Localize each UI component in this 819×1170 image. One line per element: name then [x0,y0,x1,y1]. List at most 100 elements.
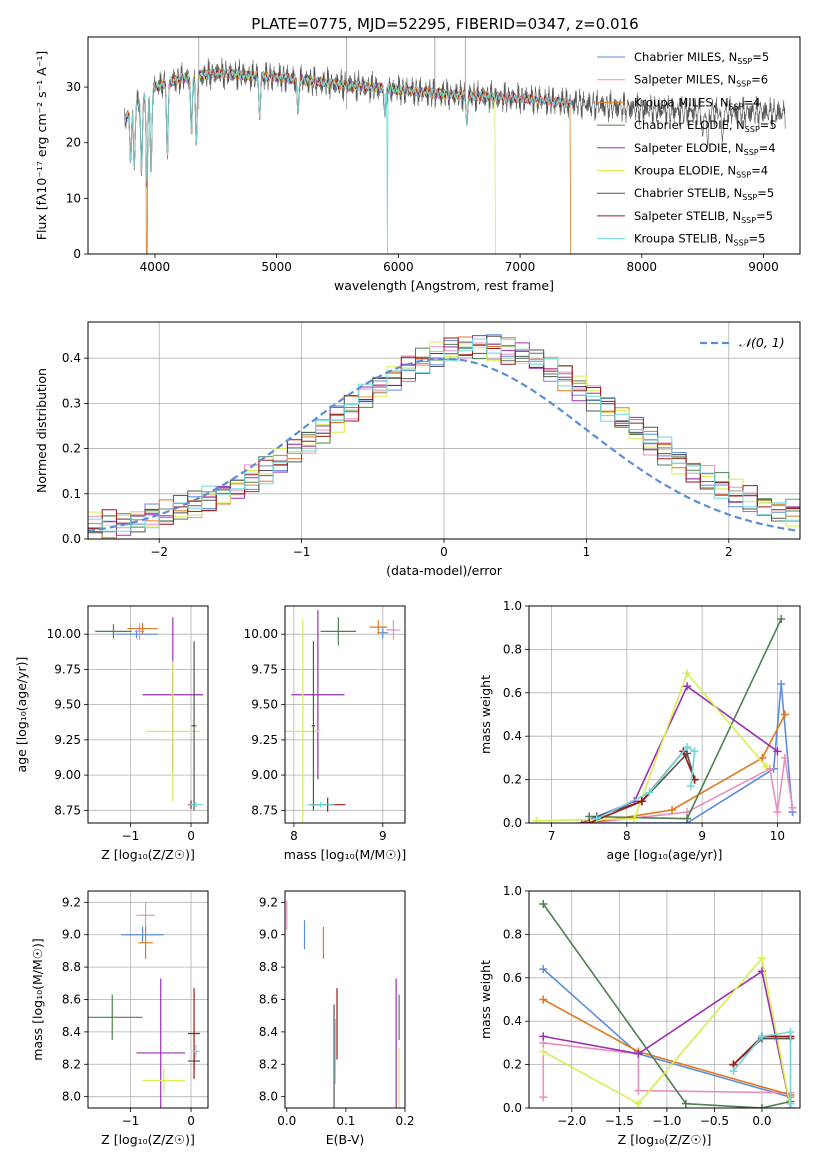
x-axis-label: Z [log₁₀(Z/Z☉)] [618,1132,712,1147]
legend-entry-chabrier_elodie: Chabrier ELODIE, NSSP=5 [634,118,777,134]
age-vs-metallicity-panel: −1 0 8.75 9.00 9.25 9.50 9.75 10.00 Z [log₁₀(Z/Z… [14,605,209,862]
spectrum-legend: Chabrier MILES, NSSP=5 Salpeter MILES, NS… [597,50,777,248]
weight-marker-kroupa_stelib [645,788,654,797]
weight-marker-kroupa_stelib [592,814,601,823]
plot-area [88,334,800,539]
weight-line-chabrier_stelib [596,752,696,818]
y-tick-label: 0.2 [503,773,522,787]
weight-marker-salpeter_stelib [637,797,646,806]
y-tick-label: 10.00 [47,627,81,641]
weight-marker-kroupa_elodie [539,1047,548,1056]
legend-entry-salpeter_miles: Salpeter MILES, NSSP=6 [634,73,768,89]
weight-line-kroupa_elodie [536,671,767,822]
plot-area [539,900,795,1108]
y-tick-label: 8.8 [62,960,81,974]
y-tick-label: 0.2 [503,1058,522,1072]
x-tick-label: 0.2 [395,1114,414,1128]
y-tick-label: 0.0 [62,532,81,546]
y-tick-label: 0.4 [503,1014,522,1028]
weight-marker-kroupa_elodie [532,816,541,823]
y-tick-label: 9.00 [54,768,81,782]
y-tick-label: 9.2 [259,895,278,909]
weight-marker-kroupa_miles [780,710,789,719]
y-tick-label: 1.0 [503,599,522,613]
weight-marker-kroupa_stelib [683,743,692,752]
y-tick-label: 0.6 [503,686,522,700]
weight-marker-kroupa_miles [539,995,548,1004]
y-axis-label: mass weight [478,675,493,754]
weight-marker-salpeter_elodie [539,1032,548,1041]
x-tick-label: 2 [725,545,733,559]
weight-marker-kroupa_stelib [690,747,699,756]
y-tick-label: 8.2 [62,1057,81,1071]
x-tick-label: 0.0 [752,1114,771,1128]
x-tick-label: 0.1 [336,1114,355,1128]
weight-marker-kroupa_elodie [762,762,771,771]
x-tick-label: 5000 [261,260,292,274]
y-axis-label: Normed distribution [34,368,49,493]
weight-marker-chabrier_elodie [683,814,692,823]
x-axis-label: age [log₁₀(age/yr)] [607,847,723,862]
x-tick-label: −0.5 [700,1114,729,1128]
y-tick-label: 1.0 [503,884,522,898]
weight-marker-kroupa_elodie [757,954,766,963]
legend-entry-chabrier_miles: Chabrier MILES, NSSP=5 [634,50,769,66]
weight-marker-salpeter_stelib [585,819,594,823]
y-tick-label: 0.0 [503,816,522,830]
y-tick-label: 30 [66,80,81,94]
weight-line-chabrier_elodie [542,903,791,1108]
histogram-salpeter_stelib [88,337,800,531]
histogram-kroupa_stelib [88,338,800,535]
y-tick-label: 9.50 [54,698,81,712]
y-tick-label: 0.3 [62,396,81,410]
legend-entry-normal: 𝒩(0, 1) [739,335,785,350]
x-axis-label: Z [log₁₀(Z/Z☉)] [101,847,195,862]
weight-line-kroupa_stelib [732,1031,792,1104]
y-tick-label: 9.0 [259,928,278,942]
y-tick-label: 0.8 [503,642,522,656]
plot-area [285,610,401,823]
axes-frame [87,321,801,540]
y-tick-label: 9.75 [54,662,81,676]
plot-area [95,617,204,811]
x-tick-label: 8000 [627,260,658,274]
y-tick-label: 8.4 [259,1025,278,1039]
y-axis-label: age [log₁₀(age/yr)] [14,657,29,773]
legend-entry-kroupa_stelib: Kroupa STELIB, NSSP=5 [634,232,765,248]
y-tick-label: 10 [66,191,81,205]
weight-marker-salpeter_miles [539,1093,548,1102]
weight-line-kroupa_elodie [542,956,792,1108]
x-tick-label: 1 [583,545,591,559]
x-axis-label: mass [log₁₀(M/M☉)] [284,847,406,862]
y-tick-label: 9.75 [251,662,278,676]
x-tick-label: −2 [150,545,168,559]
y-tick-label: 0.6 [503,971,522,985]
y-tick-label: 0.2 [62,442,81,456]
weight-marker-chabrier_elodie [539,900,548,909]
weight-marker-kroupa_stelib [786,1028,795,1037]
weight-marker-kroupa_stelib [786,1099,795,1108]
x-tick-label: 10 [770,829,785,843]
y-axis-label: Flux [fλ10⁻¹⁷ erg cm⁻² s⁻¹ A⁻¹] [34,51,49,240]
weight-marker-chabrier_elodie [757,1104,766,1108]
weight-marker-chabrier_miles [777,680,786,689]
y-tick-label: 8.0 [62,1090,81,1104]
x-tick-label: 9 [379,829,387,843]
weight-line-kroupa_miles [589,714,786,823]
x-tick-label: 7000 [505,260,536,274]
x-axis-label: E(B-V) [326,1132,365,1147]
y-tick-label: 20 [66,136,81,150]
y-tick-label: 9.2 [62,895,81,909]
axes-frame [284,605,406,824]
y-tick-label: 0.4 [503,729,522,743]
weight-marker-kroupa_stelib [686,782,695,791]
weight-marker-chabrier_miles [539,965,548,974]
legend-entry-kroupa_miles: Kroupa MILES, NSSP=4 [634,95,760,111]
x-tick-label: 8 [290,829,298,843]
x-axis-label: Z [log₁₀(Z/Z☉)] [101,1132,195,1147]
x-tick-label: 4000 [140,260,171,274]
age-vs-mass-panel: 8 9 8.75 9.00 9.25 9.50 9.75 10.00 mass [log₁₀(M… [244,605,406,862]
x-axis-label: wavelength [Angstrom, rest frame] [334,278,554,293]
